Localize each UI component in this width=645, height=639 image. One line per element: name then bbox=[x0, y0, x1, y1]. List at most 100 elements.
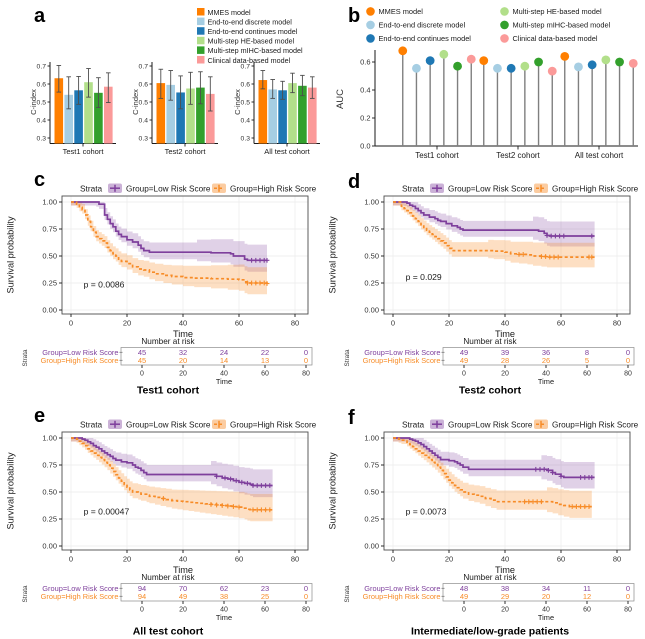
y-tick-label: 0.50 bbox=[42, 488, 57, 497]
y-axis-title: C-index bbox=[131, 89, 140, 115]
risk-count: 29 bbox=[501, 592, 509, 601]
x-tick-label: 40 bbox=[501, 319, 509, 328]
panel-b-lollipop-chart: MMES model End-to-end discrete model End-t… bbox=[322, 0, 645, 162]
risk-table-title: Number at risk bbox=[141, 337, 195, 346]
y-axis-title: Survival probability bbox=[328, 452, 338, 530]
plot-border bbox=[383, 195, 631, 315]
risk-x-axis-title: Time bbox=[538, 613, 554, 622]
risk-count: 0 bbox=[304, 348, 308, 357]
risk-table-box bbox=[120, 583, 313, 602]
risk-x-tick-label: 0 bbox=[462, 371, 466, 378]
legend-label: End-to-end continues model bbox=[208, 27, 298, 36]
x-tick-label: 80 bbox=[291, 319, 299, 328]
y-tick-label: 0.6 bbox=[139, 81, 149, 88]
risk-x-tick-label: 20 bbox=[501, 607, 509, 614]
risk-x-tick-label: 80 bbox=[624, 371, 632, 378]
lollipop-chart-svg: MMES model End-to-end discrete model End-t… bbox=[335, 7, 638, 160]
risk-count: 23 bbox=[261, 584, 269, 593]
risk-count: 12 bbox=[583, 592, 591, 601]
y-tick-label: 0.00 bbox=[364, 542, 379, 551]
km-band-high bbox=[71, 438, 273, 523]
y-tick-label: 0.25 bbox=[42, 279, 57, 288]
risk-count: 45 bbox=[138, 356, 146, 365]
lollipop-dot bbox=[628, 59, 638, 68]
risk-count: 20 bbox=[179, 356, 187, 365]
lollipop-dot bbox=[425, 56, 435, 65]
lollipop-dot bbox=[574, 62, 583, 72]
panel-letter-c: c bbox=[34, 169, 46, 191]
risk-x-tick-label: 40 bbox=[542, 371, 550, 378]
p-value: p = 0.0073 bbox=[406, 507, 447, 517]
y-axis-title: C-index bbox=[233, 89, 242, 115]
y-axis-title: C-index bbox=[29, 89, 38, 115]
legend-dot bbox=[500, 7, 509, 16]
y-tick-label: 0.50 bbox=[42, 252, 57, 261]
x-tick-label: 20 bbox=[445, 555, 453, 564]
km-band-high bbox=[71, 202, 267, 296]
y-tick-label: 0.75 bbox=[42, 461, 57, 470]
x-tick-label: Test1 cohort bbox=[415, 151, 459, 160]
risk-count: 0 bbox=[626, 592, 630, 601]
lollipop-dot bbox=[587, 60, 597, 70]
risk-strata-axis-label: Strata bbox=[22, 585, 29, 602]
x-tick-label: 0 bbox=[69, 555, 73, 564]
risk-table-box bbox=[442, 583, 635, 602]
bar bbox=[54, 78, 64, 144]
risk-count: 25 bbox=[261, 592, 269, 601]
legend-label: MMES model bbox=[208, 8, 252, 17]
risk-x-tick-label: 20 bbox=[501, 371, 509, 378]
panel-letter-a: a bbox=[34, 5, 46, 27]
x-tick-label: 60 bbox=[557, 555, 565, 564]
strata-legend-label: Group=Low Risk Score bbox=[126, 185, 211, 194]
lollipop-dot bbox=[493, 63, 502, 73]
panel-letter-f: f bbox=[348, 407, 355, 429]
strata-legend-title: Strata bbox=[402, 184, 425, 194]
risk-row-label: Group=High Risk Score bbox=[363, 592, 441, 601]
legend-label: Multi-step HE-based model bbox=[513, 7, 602, 16]
km-plot-svg: Strata Group=Low Risk Score Group=High Ris… bbox=[6, 183, 317, 397]
legend-label: Clinical data-based model bbox=[513, 34, 598, 43]
y-tick-label: 0.5 bbox=[139, 99, 149, 106]
plot-border bbox=[61, 195, 309, 315]
risk-table-title: Number at risk bbox=[463, 573, 517, 582]
risk-count: 0 bbox=[626, 348, 630, 357]
risk-count: 45 bbox=[138, 348, 146, 357]
risk-row-label: Group=Low Risk Score bbox=[42, 584, 118, 593]
bar bbox=[268, 89, 277, 144]
y-tick-label: 1.00 bbox=[42, 198, 57, 207]
legend-dot bbox=[366, 34, 375, 43]
km-band-low bbox=[393, 202, 595, 249]
risk-row-label: Group=Low Risk Score bbox=[42, 348, 118, 357]
risk-count: 8 bbox=[585, 348, 589, 357]
y-tick-label: 0.25 bbox=[42, 515, 57, 524]
y-tick-label: 0.00 bbox=[42, 542, 57, 551]
bar bbox=[64, 94, 73, 144]
cohort-title: Test2 cohort bbox=[459, 385, 522, 397]
strata-legend-title: Strata bbox=[402, 420, 425, 430]
bar bbox=[258, 80, 268, 144]
lollipop-dot bbox=[520, 61, 530, 71]
risk-x-tick-label: 0 bbox=[140, 607, 144, 614]
y-axis-title: Survival probability bbox=[328, 216, 338, 294]
strata-legend-label: Group=High Risk Score bbox=[552, 421, 639, 430]
p-value: p = 0.0086 bbox=[84, 279, 125, 289]
risk-count: 49 bbox=[460, 356, 468, 365]
risk-count: 14 bbox=[220, 356, 228, 365]
panel-f-km-plot: Strata Group=Low Risk Score Group=High Ris… bbox=[322, 398, 645, 639]
x-tick-label: 80 bbox=[291, 555, 299, 564]
legend-swatch bbox=[197, 56, 205, 64]
strata-legend-label: Group=High Risk Score bbox=[230, 185, 317, 194]
legend-swatch bbox=[197, 36, 205, 45]
legend-dot bbox=[366, 20, 375, 30]
x-tick-label: 60 bbox=[557, 319, 565, 328]
risk-x-tick-label: 80 bbox=[302, 371, 310, 378]
x-axis-title: Time bbox=[173, 329, 193, 339]
lollipop-dot bbox=[601, 55, 611, 65]
risk-count: 49 bbox=[460, 592, 468, 601]
lollipop-dot bbox=[506, 63, 516, 73]
y-tick-label: 0.2 bbox=[360, 114, 370, 123]
y-tick-label: 0.75 bbox=[364, 225, 379, 234]
lollipop-dot bbox=[560, 52, 570, 61]
x-tick-label: 0 bbox=[69, 319, 73, 328]
legend-dot bbox=[500, 34, 509, 43]
